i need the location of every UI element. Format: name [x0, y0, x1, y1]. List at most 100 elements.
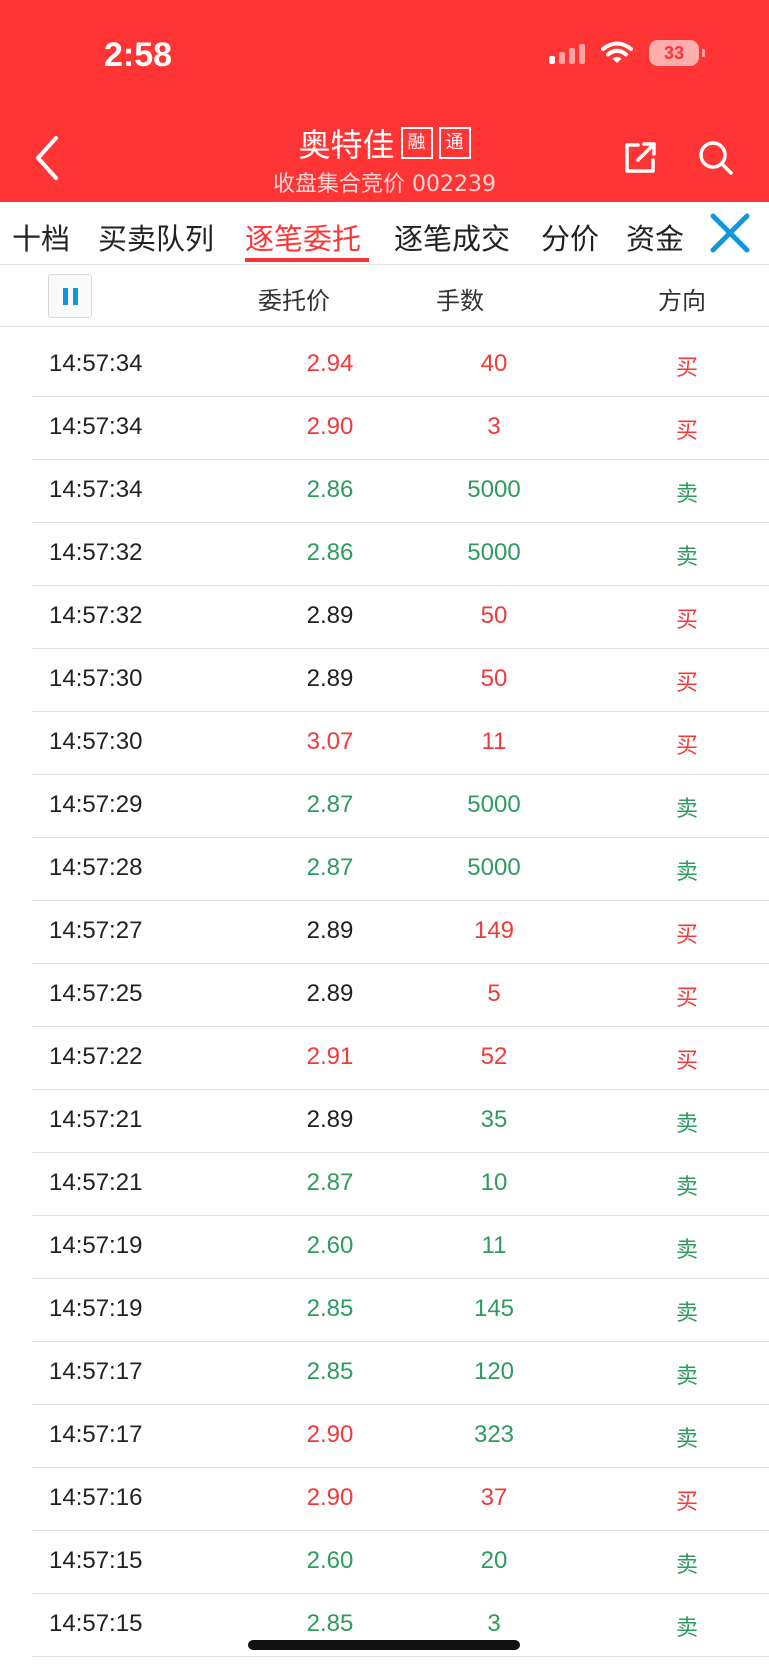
close-icon[interactable]: [708, 211, 752, 255]
row-direction: 买: [676, 671, 699, 696]
status-time: 2:58: [104, 36, 173, 74]
row-direction: 卖: [676, 1553, 699, 1578]
home-indicator: [248, 1640, 520, 1650]
row-qty: 50: [480, 602, 508, 629]
row-time: 14:57:25: [49, 980, 143, 1007]
row-qty: 11: [481, 728, 507, 755]
share-icon[interactable]: [620, 138, 660, 178]
row-direction: 卖: [676, 1112, 699, 1137]
row-direction: 买: [676, 356, 699, 381]
row-price: 3.07: [306, 728, 354, 755]
row-price: 2.87: [306, 1169, 354, 1196]
table-row: 14:57:21 2.87 10 卖: [32, 1153, 769, 1216]
margin-badge: 融: [400, 127, 433, 159]
tab-ten-levels[interactable]: 十档: [12, 222, 71, 256]
row-time: 14:57:21: [49, 1106, 143, 1133]
row-time: 14:57:28: [49, 854, 143, 881]
row-direction: 买: [676, 608, 699, 633]
row-time: 14:57:27: [49, 917, 143, 944]
row-time: 14:57:15: [49, 1610, 143, 1637]
battery-icon: 33: [649, 40, 705, 66]
row-direction: 买: [676, 986, 699, 1011]
row-qty: 145: [473, 1295, 515, 1322]
row-price: 2.60: [306, 1232, 354, 1259]
table-row: 14:57:19 2.60 11 卖: [32, 1216, 769, 1279]
col-price-header: 委托价: [258, 287, 330, 315]
table-row: 14:57:34 2.94 40 买: [32, 334, 769, 397]
table-row: 14:57:32 2.86 5000 卖: [32, 523, 769, 586]
row-qty: 3: [487, 413, 501, 440]
table-row: 14:57:15 2.60 20 卖: [32, 1531, 769, 1594]
cellular-signal-icon: [549, 42, 585, 64]
table-row: 14:57:16 2.90 37 买: [32, 1468, 769, 1531]
row-direction: 买: [676, 1490, 699, 1515]
tab-tick-trades[interactable]: 逐笔成交: [394, 222, 511, 256]
row-price: 2.94: [306, 350, 354, 377]
col-direction-header: 方向: [658, 287, 706, 315]
row-price: 2.85: [306, 1610, 354, 1637]
tab-order-queue[interactable]: 买卖队列: [98, 222, 215, 256]
table-row: 14:57:29 2.87 5000 卖: [32, 775, 769, 838]
search-icon[interactable]: [696, 138, 736, 178]
row-price: 2.60: [306, 1547, 354, 1574]
pause-icon: [62, 287, 68, 305]
row-price: 2.90: [306, 1484, 354, 1511]
row-price: 2.85: [306, 1295, 354, 1322]
row-time: 14:57:32: [49, 539, 143, 566]
row-qty: 5: [487, 980, 501, 1007]
connect-badge: 通: [438, 127, 471, 159]
row-time: 14:57:34: [49, 476, 143, 503]
row-time: 14:57:16: [49, 1484, 143, 1511]
row-time: 14:57:17: [49, 1358, 143, 1385]
app-header: 2:58 33 奥特佳 融 通 收盘集合竞价 002239: [0, 0, 769, 202]
row-price: 2.89: [306, 1106, 354, 1133]
row-direction: 卖: [676, 545, 699, 570]
pause-button[interactable]: [48, 274, 92, 318]
row-time: 14:57:34: [49, 350, 143, 377]
row-time: 14:57:30: [49, 728, 143, 755]
row-direction: 卖: [676, 1427, 699, 1452]
table-row: 14:57:22 2.91 52 买: [32, 1027, 769, 1090]
table-row: 14:57:34 2.90 3 买: [32, 397, 769, 460]
tab-capital[interactable]: 资金: [626, 222, 685, 256]
row-time: 14:57:22: [49, 1043, 143, 1070]
row-price: 2.86: [306, 539, 354, 566]
row-direction: 卖: [676, 860, 699, 885]
row-time: 14:57:32: [49, 602, 143, 629]
tab-price-distribution[interactable]: 分价: [541, 222, 600, 256]
row-qty: 5000: [467, 791, 521, 818]
table-row: 14:57:19 2.85 145 卖: [32, 1279, 769, 1342]
row-price: 2.87: [306, 791, 354, 818]
stock-subtitle: 收盘集合竞价 002239: [273, 172, 496, 197]
row-qty: 20: [480, 1547, 508, 1574]
row-qty: 5000: [467, 854, 521, 881]
row-qty: 5000: [467, 476, 521, 503]
tab-tick-orders[interactable]: 逐笔委托: [245, 222, 362, 256]
stock-title[interactable]: 奥特佳 融 通: [298, 120, 471, 166]
table-row: 14:57:25 2.89 5 买: [32, 964, 769, 1027]
column-header: 委托价 手数 方向: [0, 264, 769, 327]
table-row: 14:57:30 2.89 50 买: [32, 649, 769, 712]
title-area: 奥特佳 融 通: [0, 120, 769, 166]
row-time: 14:57:34: [49, 413, 143, 440]
row-time: 14:57:21: [49, 1169, 143, 1196]
table-row: 14:57:17 2.90 323 卖: [32, 1405, 769, 1468]
row-price: 2.89: [306, 665, 354, 692]
row-qty: 40: [480, 350, 508, 377]
row-price: 2.90: [306, 1421, 354, 1448]
row-direction: 卖: [676, 1175, 699, 1200]
row-price: 2.91: [306, 1043, 354, 1070]
table-row: 14:57:27 2.89 149 买: [32, 901, 769, 964]
row-qty: 5000: [467, 539, 521, 566]
row-time: 14:57:29: [49, 791, 143, 818]
row-qty: 37: [480, 1484, 508, 1511]
row-price: 2.86: [306, 476, 354, 503]
row-price: 2.89: [306, 980, 354, 1007]
row-direction: 卖: [676, 1238, 699, 1263]
row-direction: 买: [676, 734, 699, 759]
back-arrow-icon[interactable]: [28, 130, 68, 186]
row-qty: 3: [487, 1610, 501, 1637]
row-price: 2.90: [306, 413, 354, 440]
row-price: 2.87: [306, 854, 354, 881]
row-direction: 买: [676, 923, 699, 948]
